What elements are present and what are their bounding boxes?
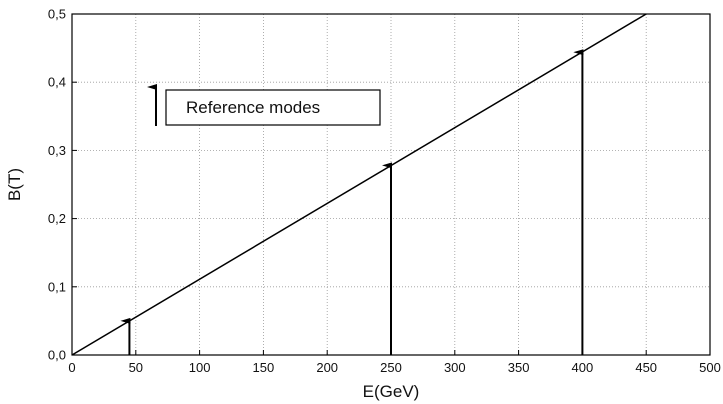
x-tick-label: 300 (444, 360, 466, 375)
y-axis-label: B(T) (5, 168, 24, 201)
x-tick-label: 150 (253, 360, 275, 375)
y-tick-label: 0,2 (48, 211, 66, 226)
x-tick-label: 400 (572, 360, 594, 375)
x-tick-label: 0 (68, 360, 75, 375)
series (71, 13, 647, 356)
y-tick-label: 0,4 (48, 75, 66, 90)
legend-label: Reference modes (186, 98, 320, 117)
y-tick-label: 0,3 (48, 143, 66, 158)
x-axis-ticks: 0 50 100 150 200 250 300 350 400 450 500 (68, 350, 721, 375)
legend: Reference modes (147, 84, 381, 126)
y-axis-ticks: 0,0 0,1 0,2 0,3 0,4 0,5 (48, 7, 77, 363)
x-tick-label: 200 (316, 360, 338, 375)
series-line (71, 13, 647, 356)
x-tick-label: 100 (189, 360, 211, 375)
legend-box (165, 89, 381, 126)
x-tick-label: 250 (380, 360, 402, 375)
y-tick-label: 0,0 (48, 348, 66, 363)
y-tick-label: 0,5 (48, 7, 66, 22)
x-tick-label: 450 (635, 360, 657, 375)
x-axis-label: E(GeV) (363, 382, 420, 401)
x-tick-label: 50 (129, 360, 143, 375)
y-tick-label: 0,1 (48, 279, 66, 294)
x-tick-label: 350 (508, 360, 530, 375)
x-tick-label: 500 (699, 360, 721, 375)
reference-mode-arrows (120, 49, 584, 355)
